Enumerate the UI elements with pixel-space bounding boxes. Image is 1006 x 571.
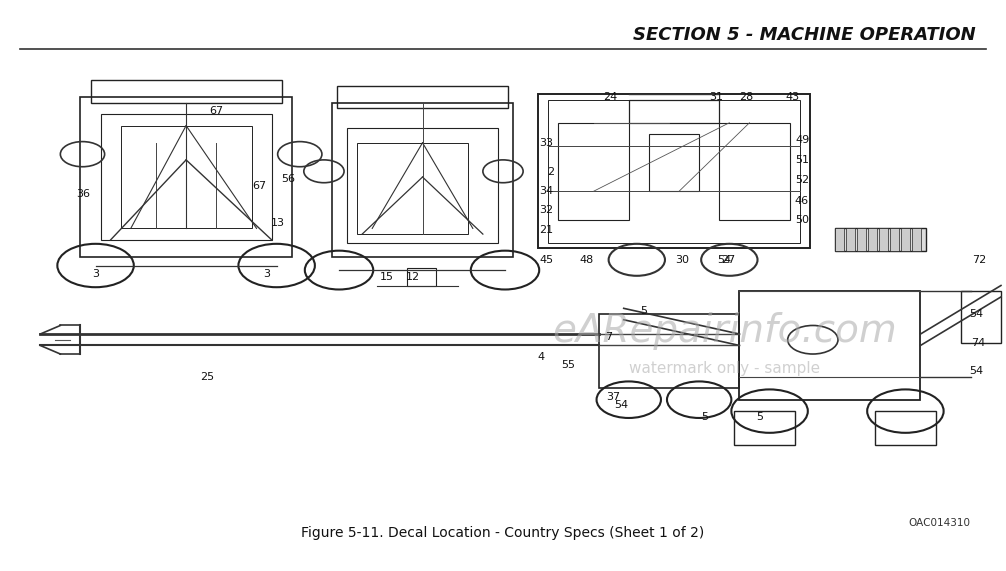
Text: 13: 13 bbox=[271, 218, 285, 228]
Text: 54: 54 bbox=[969, 309, 983, 319]
Text: watermark only - sample: watermark only - sample bbox=[629, 361, 820, 376]
Bar bbox=[835, 228, 844, 251]
Bar bbox=[357, 143, 468, 234]
Text: 54: 54 bbox=[717, 255, 731, 265]
Bar bbox=[629, 100, 719, 123]
Bar bbox=[846, 228, 855, 251]
Bar bbox=[734, 411, 795, 445]
Bar bbox=[332, 103, 513, 257]
Text: 43: 43 bbox=[786, 92, 800, 102]
Text: 5: 5 bbox=[641, 306, 647, 316]
Text: 55: 55 bbox=[561, 360, 575, 371]
Text: 56: 56 bbox=[281, 174, 295, 184]
Bar bbox=[649, 134, 699, 191]
Bar bbox=[407, 268, 436, 286]
Bar bbox=[548, 100, 800, 243]
Text: 51: 51 bbox=[795, 155, 809, 165]
Bar bbox=[912, 228, 921, 251]
Bar bbox=[347, 128, 498, 243]
Text: 3: 3 bbox=[264, 269, 270, 279]
Text: 37: 37 bbox=[607, 392, 621, 402]
Text: 24: 24 bbox=[604, 92, 618, 102]
Bar bbox=[91, 80, 282, 103]
Text: SECTION 5 - MACHINE OPERATION: SECTION 5 - MACHINE OPERATION bbox=[633, 26, 976, 44]
Text: 46: 46 bbox=[795, 196, 809, 206]
Bar bbox=[739, 291, 920, 400]
Bar bbox=[875, 411, 936, 445]
Text: 5: 5 bbox=[757, 412, 763, 422]
Text: 48: 48 bbox=[579, 255, 594, 265]
Bar bbox=[337, 86, 508, 108]
Text: 74: 74 bbox=[971, 337, 985, 348]
Bar bbox=[835, 228, 926, 251]
Text: eARepairinfo.com: eARepairinfo.com bbox=[552, 312, 896, 350]
Text: 31: 31 bbox=[709, 92, 723, 102]
Text: 3: 3 bbox=[93, 269, 99, 279]
Bar bbox=[121, 126, 252, 228]
Text: 32: 32 bbox=[539, 205, 553, 215]
Text: 49: 49 bbox=[796, 135, 810, 145]
Text: 25: 25 bbox=[200, 372, 214, 382]
Text: 34: 34 bbox=[539, 186, 553, 196]
Text: 5: 5 bbox=[701, 412, 707, 422]
Text: 28: 28 bbox=[739, 92, 753, 102]
Text: 12: 12 bbox=[405, 272, 420, 282]
Bar bbox=[80, 97, 292, 257]
Bar bbox=[101, 114, 272, 240]
Text: OAC014310: OAC014310 bbox=[908, 518, 971, 528]
Text: 45: 45 bbox=[539, 255, 553, 265]
Text: 27: 27 bbox=[721, 255, 735, 265]
Bar bbox=[538, 94, 810, 248]
Text: 4: 4 bbox=[537, 352, 545, 362]
Bar bbox=[599, 314, 739, 388]
Text: 52: 52 bbox=[795, 175, 809, 185]
Bar bbox=[857, 228, 866, 251]
Text: 54: 54 bbox=[969, 366, 983, 376]
Bar bbox=[879, 228, 888, 251]
Bar bbox=[719, 123, 790, 220]
Bar bbox=[890, 228, 899, 251]
Text: 67: 67 bbox=[209, 106, 223, 116]
Text: 7: 7 bbox=[605, 332, 613, 342]
Text: 67: 67 bbox=[253, 181, 267, 191]
Bar bbox=[961, 291, 1001, 343]
Text: 50: 50 bbox=[795, 215, 809, 225]
Text: 30: 30 bbox=[675, 255, 689, 265]
Text: 33: 33 bbox=[539, 138, 553, 148]
Text: 72: 72 bbox=[972, 255, 986, 265]
Text: 21: 21 bbox=[539, 224, 553, 235]
Text: 15: 15 bbox=[380, 272, 394, 282]
Bar bbox=[901, 228, 910, 251]
Text: 2: 2 bbox=[546, 167, 554, 178]
Text: Figure 5-11. Decal Location - Country Specs (Sheet 1 of 2): Figure 5-11. Decal Location - Country Sp… bbox=[302, 525, 704, 540]
Text: 54: 54 bbox=[615, 400, 629, 411]
Bar bbox=[558, 123, 629, 220]
Bar bbox=[868, 228, 877, 251]
Text: 36: 36 bbox=[76, 189, 91, 199]
